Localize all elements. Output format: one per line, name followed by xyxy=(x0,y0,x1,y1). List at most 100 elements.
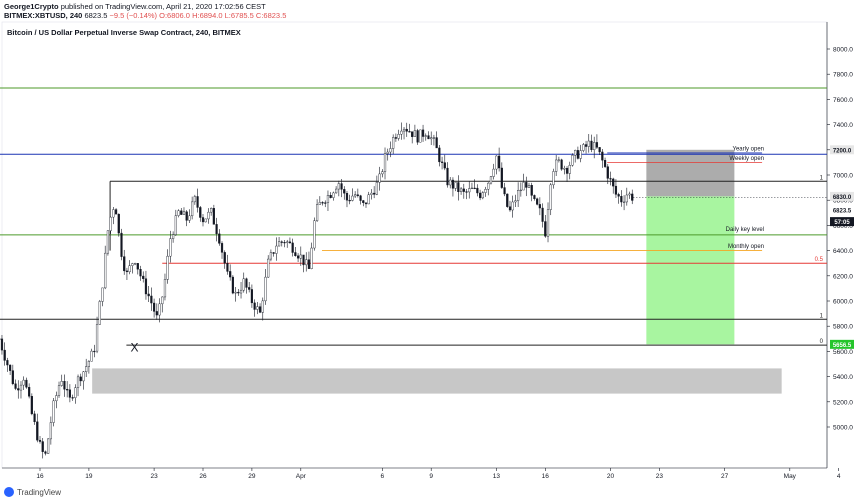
candle[interactable] xyxy=(152,298,156,318)
candle[interactable] xyxy=(606,164,609,185)
candle[interactable] xyxy=(123,249,126,275)
candle[interactable] xyxy=(49,416,52,445)
candle[interactable] xyxy=(544,215,547,238)
candle[interactable] xyxy=(587,134,590,153)
candle[interactable] xyxy=(617,192,620,204)
candle[interactable] xyxy=(326,190,330,212)
candle[interactable] xyxy=(125,267,129,281)
candle[interactable] xyxy=(625,187,628,206)
candle[interactable] xyxy=(329,192,332,199)
candle[interactable] xyxy=(451,177,455,197)
candle[interactable] xyxy=(239,282,243,299)
candle[interactable] xyxy=(218,229,221,246)
candle[interactable] xyxy=(131,262,134,274)
candle[interactable] xyxy=(74,384,77,404)
candle[interactable] xyxy=(60,374,63,387)
candle[interactable] xyxy=(364,202,368,208)
candle[interactable] xyxy=(147,285,150,302)
candle[interactable] xyxy=(310,242,313,270)
candle[interactable] xyxy=(166,249,169,284)
candle[interactable] xyxy=(579,144,582,163)
candle[interactable] xyxy=(231,275,234,295)
candle[interactable] xyxy=(351,188,354,202)
candle[interactable] xyxy=(370,189,373,200)
candle[interactable] xyxy=(565,166,569,182)
candle[interactable] xyxy=(498,147,501,172)
candle[interactable] xyxy=(481,191,484,200)
candle[interactable] xyxy=(104,245,107,290)
candle[interactable] xyxy=(462,183,465,199)
candle[interactable] xyxy=(424,133,427,141)
candle[interactable] xyxy=(476,184,479,197)
price-badge[interactable]: 6823.5 xyxy=(829,204,855,215)
candle[interactable] xyxy=(527,182,531,188)
candle[interactable] xyxy=(468,181,471,199)
candle[interactable] xyxy=(362,199,365,207)
candle[interactable] xyxy=(400,122,403,140)
candle[interactable] xyxy=(375,175,378,196)
candle[interactable] xyxy=(514,194,517,208)
candle[interactable] xyxy=(76,374,80,397)
candle[interactable] xyxy=(299,246,302,266)
candle[interactable] xyxy=(378,166,381,191)
candle[interactable] xyxy=(169,230,172,263)
candle[interactable] xyxy=(229,264,232,281)
candle[interactable] xyxy=(191,196,194,220)
candle[interactable] xyxy=(383,147,387,180)
price-badge[interactable]: 57:05 xyxy=(830,217,854,227)
candle[interactable] xyxy=(114,208,118,215)
candle[interactable] xyxy=(345,190,349,208)
candle[interactable] xyxy=(438,145,441,167)
candle[interactable] xyxy=(381,169,384,178)
candle[interactable] xyxy=(555,155,558,176)
candle[interactable] xyxy=(237,289,240,296)
candle[interactable] xyxy=(503,182,506,197)
candle[interactable] xyxy=(454,182,457,192)
candle[interactable] xyxy=(508,200,512,212)
candle[interactable] xyxy=(66,381,69,398)
candle[interactable] xyxy=(177,209,180,218)
candle[interactable] xyxy=(541,203,544,228)
candle[interactable] xyxy=(71,394,74,401)
candle[interactable] xyxy=(620,190,623,207)
candle[interactable] xyxy=(465,188,468,200)
candle[interactable] xyxy=(459,187,463,195)
candle[interactable] xyxy=(479,189,482,201)
candle[interactable] xyxy=(98,299,101,325)
candle[interactable] xyxy=(470,182,474,190)
candle[interactable] xyxy=(506,193,509,208)
candle[interactable] xyxy=(90,348,93,362)
candle[interactable] xyxy=(631,189,634,205)
take-profit-zone[interactable] xyxy=(646,196,735,345)
candle[interactable] xyxy=(324,200,327,208)
candle[interactable] xyxy=(294,247,297,257)
candle[interactable] xyxy=(593,136,596,159)
candle[interactable] xyxy=(44,450,47,456)
candle[interactable] xyxy=(484,186,487,197)
candle[interactable] xyxy=(256,301,259,315)
candle[interactable] xyxy=(397,129,400,141)
candle[interactable] xyxy=(440,156,444,170)
candle[interactable] xyxy=(530,182,533,202)
candle[interactable] xyxy=(158,298,161,323)
candle[interactable] xyxy=(3,342,6,366)
candle[interactable] xyxy=(511,195,514,218)
candle[interactable] xyxy=(275,237,278,261)
candle[interactable] xyxy=(117,213,120,237)
candle[interactable] xyxy=(359,194,362,205)
candle[interactable] xyxy=(489,175,493,185)
candle[interactable] xyxy=(389,141,392,158)
candle[interactable] xyxy=(522,173,525,191)
candle[interactable] xyxy=(128,260,131,275)
candle[interactable] xyxy=(590,134,593,153)
candle[interactable] xyxy=(161,296,164,313)
candle[interactable] xyxy=(22,376,25,390)
candle[interactable] xyxy=(112,206,115,225)
candle[interactable] xyxy=(525,176,528,197)
author-name[interactable]: George1Crypto xyxy=(4,2,59,11)
candle[interactable] xyxy=(136,263,139,275)
candle[interactable] xyxy=(419,129,422,143)
candle[interactable] xyxy=(492,163,495,180)
candle[interactable] xyxy=(223,250,226,269)
candle[interactable] xyxy=(291,238,294,257)
